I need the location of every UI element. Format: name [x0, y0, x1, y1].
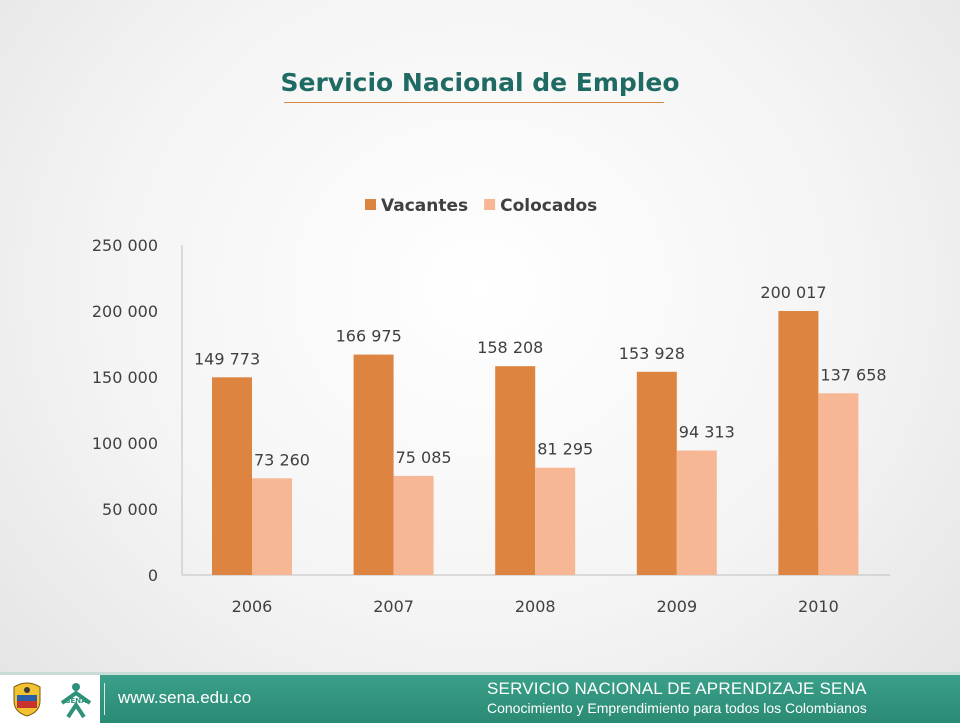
- bar-colocados-2007: [393, 475, 434, 575]
- data-label-colocados-2006: 73 260: [254, 450, 310, 469]
- x-tick-label: 2010: [798, 597, 839, 616]
- x-tick-label: 2009: [656, 597, 697, 616]
- bar-colocados-2008: [535, 467, 576, 575]
- website-link[interactable]: www.sena.edu.co: [118, 688, 252, 707]
- y-tick-label: 50 000: [102, 500, 158, 519]
- legend-swatch-vacantes: [365, 199, 376, 210]
- footer-divider: [104, 683, 105, 715]
- data-label-colocados-2010: 137 658: [820, 365, 886, 384]
- data-label-vacantes-2008: 158 208: [477, 338, 543, 357]
- bar-vacantes-2010: [778, 310, 819, 575]
- bar-colocados-2010: [818, 393, 859, 575]
- bar-chart: 0 50 000 100 000 150 000 200 000 250 000 149 7…: [92, 196, 890, 616]
- sena-logo-icon: SENA: [60, 683, 92, 719]
- data-label-colocados-2007: 75 085: [396, 448, 452, 467]
- sena-logo-text: SENA: [65, 697, 87, 705]
- title-underline: [284, 102, 664, 103]
- colombia-coat-of-arms-icon: [13, 682, 41, 717]
- x-tick-label: 2007: [373, 597, 414, 616]
- bar-vacantes-2007: [353, 354, 394, 575]
- organization-tagline: Conocimiento y Emprendimiento para todos…: [487, 700, 867, 716]
- x-tick-label: 2008: [515, 597, 556, 616]
- chart-title: Servicio Nacional de Empleo: [280, 68, 680, 97]
- data-label-colocados-2008: 81 295: [537, 440, 593, 459]
- y-tick-label: 0: [148, 566, 158, 585]
- organization-name: SERVICIO NACIONAL DE APRENDIZAJE SENA: [487, 679, 867, 698]
- data-label-colocados-2009: 94 313: [679, 423, 735, 442]
- bar-colocados-2009: [676, 450, 717, 575]
- y-tick-label: 100 000: [92, 434, 158, 453]
- y-tick-label: 200 000: [92, 302, 158, 321]
- data-label-vacantes-2006: 149 773: [194, 349, 260, 368]
- bar-vacantes-2008: [495, 366, 536, 575]
- x-tick-label: 2006: [232, 597, 273, 616]
- data-label-vacantes-2007: 166 975: [336, 327, 402, 346]
- bar-vacantes-2006: [212, 377, 252, 575]
- bar-vacantes-2009: [636, 371, 677, 575]
- data-label-vacantes-2010: 200 017: [760, 283, 826, 302]
- bar-colocados-2006: [252, 478, 292, 575]
- legend-swatch-colocados: [484, 199, 496, 210]
- y-tick-label: 250 000: [92, 236, 158, 255]
- legend-label-colocados: Colocados: [500, 196, 597, 216]
- legend-label-vacantes: Vacantes: [381, 196, 468, 216]
- footer-bar: SENA www.sena.edu.co SERVICIO NACIONAL D…: [0, 672, 960, 723]
- data-label-vacantes-2009: 153 928: [619, 344, 685, 363]
- y-tick-label: 150 000: [92, 368, 158, 387]
- footer-logo-area: SENA: [0, 675, 100, 723]
